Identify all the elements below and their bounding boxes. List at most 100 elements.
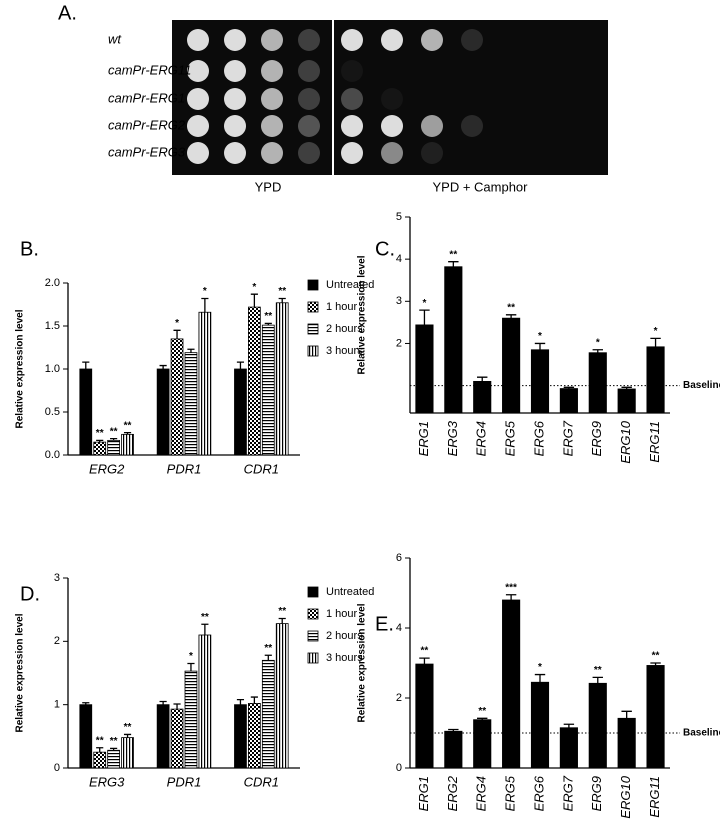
significance: ** bbox=[594, 665, 602, 676]
error-bar bbox=[621, 386, 632, 389]
bar bbox=[588, 352, 607, 414]
spot bbox=[341, 60, 363, 82]
bar bbox=[275, 623, 289, 769]
y-tick-label: 0.5 bbox=[45, 406, 60, 418]
bar bbox=[275, 302, 289, 456]
spot bbox=[381, 115, 403, 137]
error-bar bbox=[534, 673, 546, 683]
significance: ** bbox=[421, 646, 429, 657]
legend-label: 3 hours bbox=[326, 652, 363, 664]
significance: ** bbox=[96, 735, 104, 746]
x-tick-label: PDR1 bbox=[167, 774, 202, 789]
panel-label: A. bbox=[58, 2, 77, 24]
significance: ** bbox=[124, 420, 132, 431]
error-bar bbox=[96, 439, 104, 443]
x-tick-label: ERG4 bbox=[474, 776, 489, 811]
bar bbox=[617, 717, 636, 769]
error-bar bbox=[264, 322, 272, 326]
legend-swatch bbox=[307, 279, 319, 291]
significance: * bbox=[538, 662, 542, 673]
y-tick-label: 1.0 bbox=[45, 363, 60, 375]
legend-label: 1 hour bbox=[326, 608, 358, 620]
bar bbox=[248, 703, 261, 769]
strain-label: camPr-ERG3 bbox=[108, 144, 186, 159]
spot bbox=[261, 142, 283, 164]
bar bbox=[234, 704, 247, 769]
bar bbox=[473, 380, 492, 414]
bar bbox=[530, 681, 550, 769]
bar bbox=[234, 368, 247, 456]
bar bbox=[261, 324, 275, 456]
x-tick-label: ERG4 bbox=[474, 421, 489, 456]
spot bbox=[187, 115, 209, 137]
significance: * bbox=[654, 326, 658, 337]
x-tick-label: PDR1 bbox=[167, 461, 202, 476]
x-tick-label: ERG3 bbox=[445, 420, 460, 456]
strain-label: camPr-ERG2 bbox=[108, 117, 186, 132]
error-bar bbox=[173, 329, 181, 339]
bar bbox=[79, 368, 93, 456]
significance: * bbox=[422, 298, 426, 309]
legend-swatch bbox=[307, 652, 319, 664]
error-bar bbox=[278, 297, 286, 303]
error-bar bbox=[123, 733, 132, 738]
y-tick-label: 1 bbox=[54, 699, 60, 711]
y-tick-label: 0.0 bbox=[45, 449, 60, 461]
error-bar bbox=[563, 386, 575, 389]
spot bbox=[461, 88, 483, 110]
legend-swatch bbox=[307, 323, 319, 335]
significance: ** bbox=[278, 606, 286, 617]
error-bar bbox=[592, 676, 603, 684]
x-tick-label: CDR1 bbox=[244, 461, 279, 476]
significance: *** bbox=[505, 582, 517, 593]
strain-label: camPr-ERG11 bbox=[108, 62, 191, 77]
bar bbox=[261, 659, 275, 769]
spot bbox=[187, 88, 209, 110]
significance: * bbox=[203, 286, 207, 297]
bar bbox=[646, 665, 665, 769]
spot bbox=[421, 142, 443, 164]
error-bar bbox=[621, 710, 632, 719]
error-bar bbox=[477, 376, 488, 382]
error-bar bbox=[110, 747, 118, 751]
error-bar bbox=[534, 342, 546, 350]
error-bar bbox=[201, 297, 209, 313]
x-tick-label: ERG9 bbox=[589, 421, 604, 456]
spot bbox=[381, 88, 403, 110]
strain-label: wt bbox=[108, 31, 122, 46]
bar bbox=[415, 324, 434, 414]
error-bar bbox=[236, 698, 245, 705]
legend-swatch bbox=[307, 301, 319, 313]
legend-label: 2 hours bbox=[326, 630, 363, 642]
y-axis-label: Relative expression level bbox=[357, 255, 368, 374]
spot bbox=[381, 29, 403, 51]
bar bbox=[248, 306, 261, 456]
bar bbox=[473, 719, 492, 769]
spot bbox=[224, 29, 246, 51]
bar bbox=[184, 352, 198, 456]
bar bbox=[156, 368, 170, 456]
panel-label: B. bbox=[20, 238, 39, 260]
bar bbox=[93, 441, 107, 456]
error-bar bbox=[187, 348, 195, 353]
legend-label: Untreated bbox=[326, 279, 374, 291]
x-tick-label: ERG3 bbox=[89, 774, 125, 789]
spots bbox=[187, 29, 483, 164]
spot bbox=[381, 142, 403, 164]
x-tick-label: ERG9 bbox=[589, 776, 604, 811]
y-tick-label: 4 bbox=[396, 622, 402, 634]
spot bbox=[187, 29, 209, 51]
significance: ** bbox=[264, 643, 272, 654]
baseline-label: Baseline bbox=[683, 728, 720, 739]
y-tick-label: 2 bbox=[396, 692, 402, 704]
bar bbox=[617, 388, 636, 414]
x-tick-label: ERG7 bbox=[560, 420, 575, 456]
spot bbox=[341, 29, 363, 51]
error-bar bbox=[201, 623, 209, 635]
x-tick-label: ERG5 bbox=[503, 775, 518, 811]
bar bbox=[588, 682, 607, 769]
x-tick-label: ERG10 bbox=[618, 420, 633, 463]
error-bar bbox=[159, 364, 167, 369]
spot bbox=[381, 60, 403, 82]
significance: ** bbox=[264, 311, 272, 322]
